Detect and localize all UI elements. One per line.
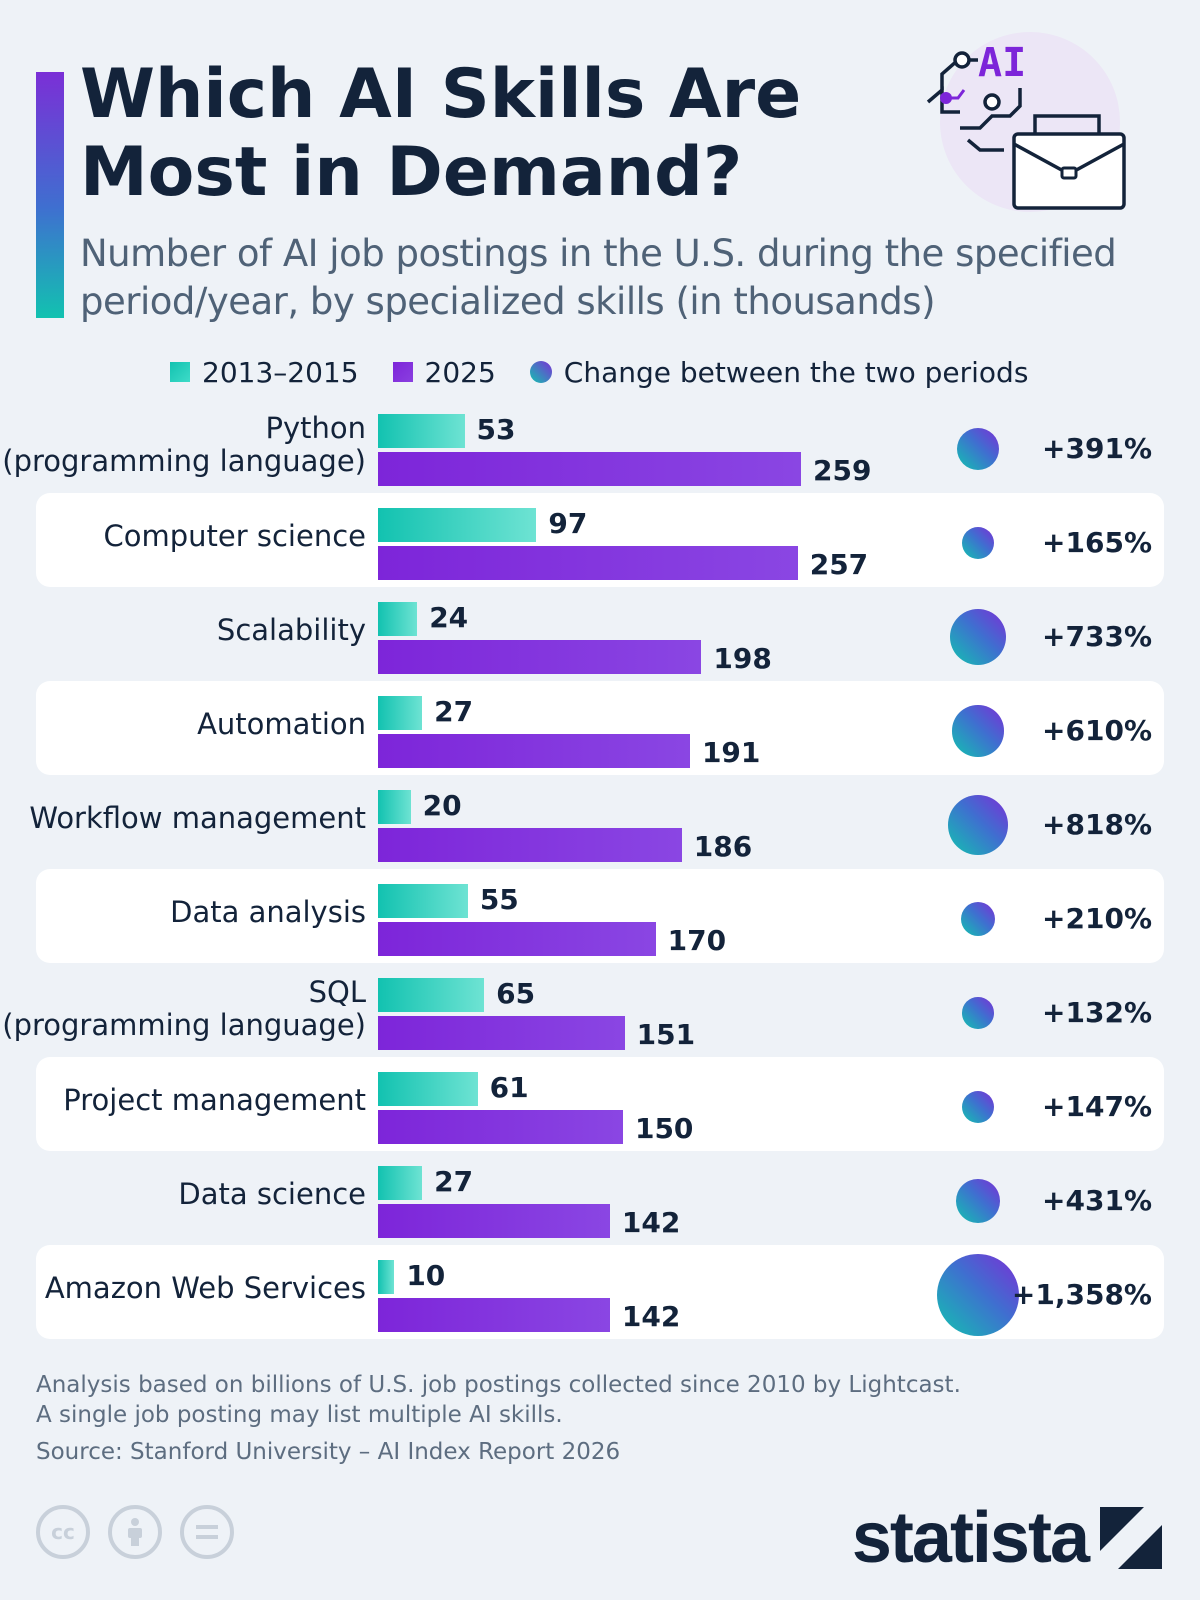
bar-2013-2015 xyxy=(378,978,485,1012)
bar-2025 xyxy=(378,546,798,580)
bar-2025 xyxy=(378,922,656,956)
legend-label-change: Change between the two periods xyxy=(563,355,1029,389)
value-label-2025: 170 xyxy=(667,924,727,957)
value-label-2013-2015: 97 xyxy=(548,507,588,540)
value-label-2013-2015: 53 xyxy=(476,413,516,446)
legend-item-period-2: 2025 xyxy=(392,355,496,389)
change-bubble xyxy=(956,427,1000,471)
bar-2013-2015 xyxy=(378,1260,395,1294)
bar-2025 xyxy=(378,734,690,768)
change-label: +733% xyxy=(1042,620,1152,653)
value-label-2013-2015: 10 xyxy=(406,1259,446,1292)
bar-2025 xyxy=(378,1110,623,1144)
change-label: +210% xyxy=(1042,902,1152,935)
legend-item-period-1: 2013–2015 xyxy=(170,356,359,389)
change-label: +391% xyxy=(1042,432,1152,465)
license-icons: cc xyxy=(36,1505,252,1559)
value-label-2025: 257 xyxy=(809,548,869,581)
value-label-2025: 150 xyxy=(634,1112,694,1145)
value-label-2013-2015: 24 xyxy=(429,601,469,634)
bar-2025 xyxy=(378,640,702,674)
change-bubble xyxy=(948,795,1008,855)
change-label: +431% xyxy=(1042,1184,1152,1217)
value-label-2013-2015: 55 xyxy=(479,883,519,916)
footnote-line-1: Analysis based on billions of U.S. job p… xyxy=(36,1372,961,1398)
change-label: +1,358% xyxy=(1011,1278,1152,1311)
change-label: +818% xyxy=(1042,808,1152,841)
legend-swatch-period-1 xyxy=(170,362,190,382)
legend-label-period-1: 2013–2015 xyxy=(202,355,359,389)
value-label-2013-2015: 20 xyxy=(422,789,462,822)
bar-2025 xyxy=(378,828,682,862)
brand-logo[interactable]: statista xyxy=(852,1502,1162,1574)
title-accent-bar xyxy=(36,72,64,318)
ai-briefcase-icon: AI xyxy=(926,32,1126,212)
legend-label-period-2: 2025 xyxy=(424,355,496,389)
value-label-2025: 142 xyxy=(621,1206,681,1239)
chart-subtitle: Number of AI job postings in the U.S. du… xyxy=(80,232,1117,323)
no-derivatives-icon[interactable] xyxy=(180,1505,234,1559)
change-bubble xyxy=(961,1090,995,1124)
legend-dot-change xyxy=(529,361,552,383)
value-label-2025: 259 xyxy=(813,454,872,487)
bar-2025 xyxy=(378,1204,610,1238)
bar-2013-2015 xyxy=(378,696,423,730)
brand-name: statista xyxy=(851,1498,1090,1578)
statista-mark-icon xyxy=(1100,1507,1162,1569)
value-label-2025: 186 xyxy=(693,830,753,863)
change-label: +610% xyxy=(1042,714,1152,747)
bar-2013-2015 xyxy=(378,1166,423,1200)
value-label-2025: 151 xyxy=(636,1018,696,1051)
value-label-2013-2015: 27 xyxy=(434,695,474,728)
cc-icon[interactable]: cc xyxy=(36,1505,90,1559)
value-label-2013-2015: 65 xyxy=(496,977,536,1010)
change-bubble xyxy=(962,997,994,1029)
change-bubble xyxy=(961,526,995,560)
hero-ai-text: AI xyxy=(978,40,1026,86)
category-label: Automation xyxy=(197,707,366,741)
change-bubble xyxy=(952,705,1004,757)
category-label: Workflow management xyxy=(29,801,366,835)
bar-2013-2015 xyxy=(378,508,537,542)
source-note: Source: Stanford University – AI Index R… xyxy=(36,1439,621,1465)
category-label: Project management xyxy=(63,1083,366,1117)
legend: 2013–2015 2025 Change between the two pe… xyxy=(170,352,1062,392)
footnote-line-2: A single job posting may list multiple A… xyxy=(36,1402,563,1428)
bar-2025 xyxy=(378,452,801,486)
bar-2013-2015 xyxy=(378,1072,478,1106)
legend-item-change: Change between the two periods xyxy=(529,355,1029,389)
category-label: Python (programming language) xyxy=(2,411,366,478)
bar-2025 xyxy=(378,1016,625,1050)
category-label: SQL (programming language) xyxy=(2,975,366,1042)
category-label: Amazon Web Services xyxy=(44,1271,366,1305)
value-label-2013-2015: 27 xyxy=(434,1165,474,1198)
bar-2013-2015 xyxy=(378,602,418,636)
bar-2025 xyxy=(378,1298,610,1332)
value-label-2013-2015: 61 xyxy=(489,1071,529,1104)
value-label-2025: 142 xyxy=(621,1300,681,1333)
value-label-2025: 198 xyxy=(713,642,772,675)
change-bubble xyxy=(937,1254,1019,1336)
change-label: +132% xyxy=(1042,996,1152,1029)
bar-2013-2015 xyxy=(378,884,468,918)
equals-glyph xyxy=(196,1525,218,1539)
change-bubble xyxy=(960,901,996,937)
attribution-icon[interactable] xyxy=(108,1505,162,1559)
change-bubble xyxy=(956,1179,1000,1223)
change-label: +147% xyxy=(1042,1090,1152,1123)
chart-title: Which AI Skills Are Most in Demand? xyxy=(80,55,802,212)
category-label: Data analysis xyxy=(170,895,366,929)
footnote: Analysis based on billions of U.S. job p… xyxy=(36,1370,1036,1430)
category-label: Scalability xyxy=(216,613,366,647)
bar-2013-2015 xyxy=(378,414,465,448)
bar-2013-2015 xyxy=(378,790,411,824)
person-glyph xyxy=(128,1518,142,1546)
change-label: +165% xyxy=(1042,526,1152,559)
change-bubble xyxy=(949,608,1007,666)
legend-swatch-period-2 xyxy=(392,362,413,382)
category-label: Computer science xyxy=(103,519,366,553)
category-label: Data science xyxy=(178,1177,366,1211)
value-label-2025: 191 xyxy=(701,736,761,769)
